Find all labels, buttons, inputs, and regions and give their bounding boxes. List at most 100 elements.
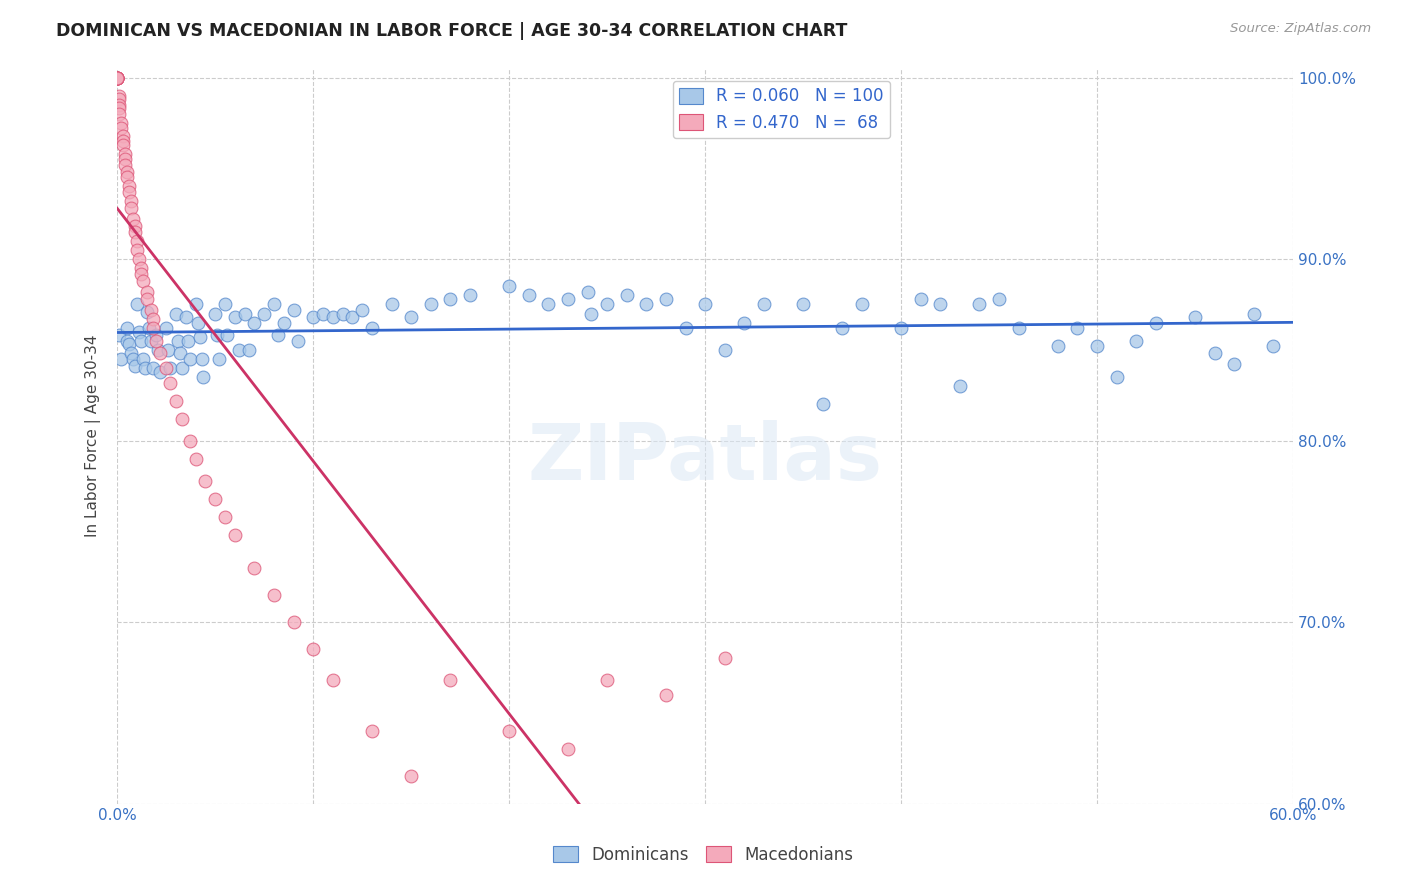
Point <box>159 376 181 390</box>
Point <box>458 288 481 302</box>
Point <box>332 307 354 321</box>
Point <box>170 412 193 426</box>
Point <box>157 343 180 357</box>
Legend: R = 0.060   N = 100, R = 0.470   N =  68: R = 0.060 N = 100, R = 0.470 N = 68 <box>673 80 890 138</box>
Point <box>155 321 177 335</box>
Point <box>1223 357 1246 371</box>
Point <box>1066 321 1088 335</box>
Point <box>122 212 145 227</box>
Point <box>115 334 138 348</box>
Point <box>273 316 295 330</box>
Point <box>120 201 142 215</box>
Point <box>537 297 560 311</box>
Point <box>616 288 638 302</box>
Point <box>129 261 152 276</box>
Point <box>581 307 603 321</box>
Point <box>224 310 246 325</box>
Point <box>145 328 167 343</box>
Point <box>1125 334 1147 348</box>
Point <box>238 343 260 357</box>
Point <box>399 310 422 325</box>
Point <box>233 307 256 321</box>
Point <box>439 292 461 306</box>
Point <box>148 343 170 357</box>
Point <box>969 297 991 311</box>
Point <box>105 70 128 85</box>
Point <box>193 370 215 384</box>
Point <box>188 330 211 344</box>
Point <box>159 361 181 376</box>
Point <box>108 88 131 103</box>
Point <box>169 346 191 360</box>
Point <box>112 137 135 152</box>
Point <box>145 334 167 348</box>
Point <box>498 724 520 739</box>
Point <box>214 297 236 311</box>
Point <box>141 361 163 376</box>
Point <box>1243 307 1265 321</box>
Point <box>139 334 162 348</box>
Point <box>322 310 344 325</box>
Point <box>132 351 155 366</box>
Point <box>655 292 678 306</box>
Point <box>1008 321 1031 335</box>
Point <box>596 297 619 311</box>
Point <box>115 170 138 185</box>
Point <box>105 70 128 85</box>
Point <box>1085 339 1108 353</box>
Point <box>988 292 1011 306</box>
Point <box>695 297 717 311</box>
Point <box>283 302 305 317</box>
Point <box>287 334 309 348</box>
Point <box>118 185 141 199</box>
Point <box>105 70 128 85</box>
Point <box>224 528 246 542</box>
Point <box>110 121 132 136</box>
Point <box>190 351 212 366</box>
Point <box>105 70 128 85</box>
Point <box>135 292 157 306</box>
Point <box>125 234 148 248</box>
Point <box>179 351 201 366</box>
Point <box>118 179 141 194</box>
Point <box>135 304 157 318</box>
Point <box>179 434 201 448</box>
Point <box>129 334 152 348</box>
Point <box>118 337 141 351</box>
Point <box>263 297 285 311</box>
Point <box>165 307 187 321</box>
Point <box>124 225 146 239</box>
Point <box>134 361 156 376</box>
Point <box>108 107 131 121</box>
Text: Source: ZipAtlas.com: Source: ZipAtlas.com <box>1230 22 1371 36</box>
Point <box>125 297 148 311</box>
Point <box>105 70 128 85</box>
Point <box>1144 316 1167 330</box>
Point <box>1184 310 1206 325</box>
Point <box>352 302 374 317</box>
Point <box>267 328 290 343</box>
Point <box>214 509 236 524</box>
Point <box>312 307 335 321</box>
Point <box>125 243 148 257</box>
Point <box>1046 339 1069 353</box>
Point <box>322 673 344 688</box>
Point <box>381 297 404 311</box>
Point <box>135 285 157 299</box>
Point <box>204 307 226 321</box>
Point <box>149 365 172 379</box>
Point <box>124 359 146 374</box>
Point <box>124 219 146 234</box>
Point <box>108 102 131 116</box>
Point <box>1105 370 1128 384</box>
Point <box>114 158 136 172</box>
Point <box>302 310 325 325</box>
Point <box>132 274 155 288</box>
Point <box>361 321 384 335</box>
Point <box>557 292 579 306</box>
Point <box>105 70 128 85</box>
Point <box>112 134 135 148</box>
Point <box>596 673 619 688</box>
Point <box>120 194 142 208</box>
Point <box>105 70 128 85</box>
